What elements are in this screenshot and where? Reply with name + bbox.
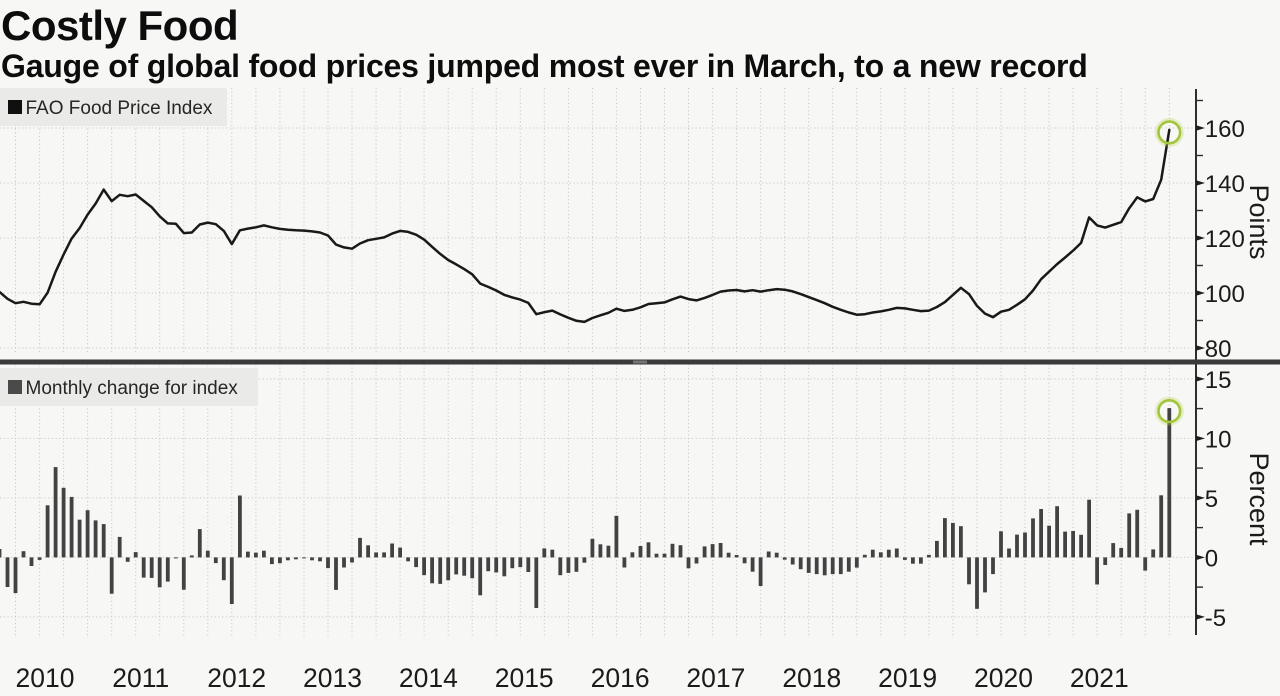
svg-text:2012: 2012	[207, 663, 266, 691]
svg-text:160: 160	[1205, 116, 1245, 143]
svg-text:Points: Points	[1244, 184, 1274, 259]
svg-text:2020: 2020	[974, 663, 1033, 691]
svg-text:2018: 2018	[782, 663, 841, 691]
svg-text:0: 0	[1205, 545, 1218, 572]
svg-text:2013: 2013	[303, 663, 362, 691]
svg-text:2021: 2021	[1070, 663, 1129, 691]
svg-text:2019: 2019	[878, 663, 937, 691]
svg-text:Monthly change for index: Monthly change for index	[26, 378, 239, 399]
svg-text:100: 100	[1205, 281, 1245, 308]
svg-text:2015: 2015	[495, 663, 554, 691]
svg-text:80: 80	[1205, 336, 1232, 363]
svg-text:10: 10	[1205, 426, 1232, 453]
svg-text:120: 120	[1205, 226, 1245, 253]
svg-text:2016: 2016	[591, 663, 650, 691]
svg-text:Gauge of global food prices ju: Gauge of global food prices jumped most …	[1, 48, 1088, 84]
svg-text:15: 15	[1205, 367, 1232, 394]
svg-text:FAO Food Price Index: FAO Food Price Index	[26, 98, 213, 119]
svg-text:2017: 2017	[686, 663, 745, 691]
svg-text:2014: 2014	[399, 663, 458, 691]
svg-text:5: 5	[1205, 486, 1218, 513]
svg-text:2010: 2010	[16, 663, 75, 691]
svg-text:Costly Food: Costly Food	[1, 2, 238, 49]
svg-text:140: 140	[1205, 171, 1245, 198]
svg-text:Percent: Percent	[1244, 452, 1274, 546]
svg-text:2011: 2011	[112, 663, 169, 691]
svg-text:-5: -5	[1205, 605, 1226, 632]
